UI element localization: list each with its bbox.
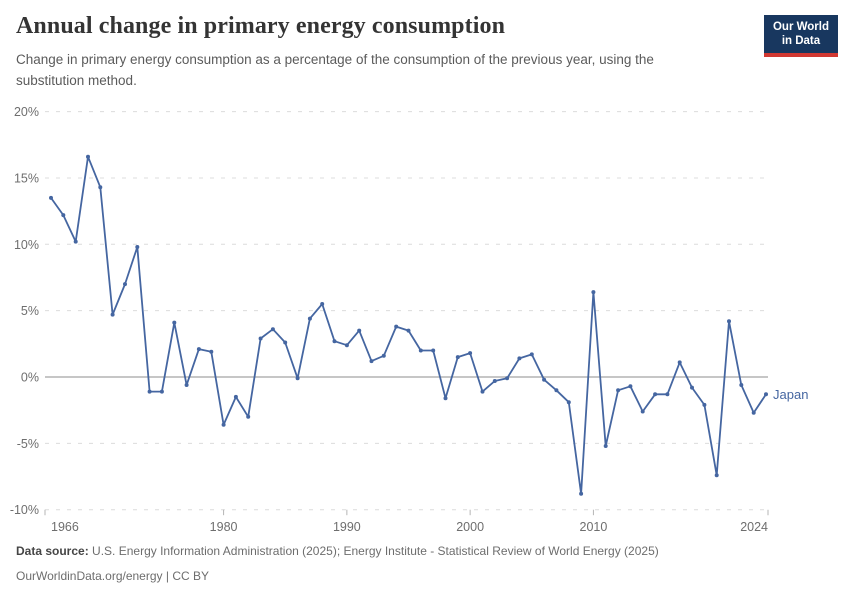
data-point-1986[interactable]	[295, 376, 300, 381]
data-point-1996[interactable]	[418, 348, 423, 353]
data-point-2019[interactable]	[702, 402, 707, 407]
data-point-1997[interactable]	[431, 348, 436, 353]
data-point-1994[interactable]	[394, 324, 399, 329]
data-point-2009[interactable]	[579, 491, 584, 496]
y-axis-tick-label: -10%	[10, 503, 39, 517]
data-point-1999[interactable]	[455, 355, 460, 360]
y-axis-tick-label: 15%	[14, 171, 39, 185]
owid-logo-line2: in Data	[781, 35, 821, 48]
data-point-2023[interactable]	[751, 410, 756, 415]
data-point-2024[interactable]	[764, 392, 768, 397]
chart-subtitle-line1: Change in primary energy consumption as …	[16, 52, 654, 67]
data-point-1972[interactable]	[123, 282, 127, 287]
data-point-2001[interactable]	[480, 389, 485, 394]
data-source-text: U.S. Energy Information Administration (…	[92, 544, 659, 558]
data-source-label: Data source:	[16, 544, 89, 558]
y-axis-tick-label: 10%	[14, 238, 39, 252]
x-axis-tick-label: 1980	[210, 520, 238, 534]
data-point-2000[interactable]	[468, 351, 473, 356]
y-axis-tick-label: 20%	[14, 105, 39, 119]
entity-label-japan[interactable]: Japan	[773, 387, 808, 402]
data-point-1968[interactable]	[73, 239, 78, 244]
data-point-1981[interactable]	[233, 394, 238, 399]
y-axis-tick-label: 5%	[21, 304, 39, 318]
data-point-2014[interactable]	[640, 409, 645, 414]
data-point-1998[interactable]	[443, 396, 448, 401]
data-point-1987[interactable]	[307, 316, 312, 321]
y-axis-tick-label: -5%	[17, 437, 39, 451]
x-axis-tick-label: 2024	[740, 520, 768, 534]
x-axis-tick-label: 2010	[580, 520, 608, 534]
data-point-1990[interactable]	[344, 343, 349, 348]
y-axis-tick-label: 0%	[21, 371, 39, 385]
data-point-1982[interactable]	[246, 414, 251, 419]
data-point-2022[interactable]	[739, 383, 744, 387]
page-title: Annual change in primary energy consumpt…	[16, 13, 506, 39]
data-point-1974[interactable]	[147, 389, 152, 394]
chart-subtitle: Change in primary energy consumption as …	[16, 49, 654, 91]
data-point-1980[interactable]	[221, 422, 226, 427]
data-point-2007[interactable]	[554, 388, 559, 393]
data-point-1984[interactable]	[270, 327, 275, 332]
owid-logo[interactable]: Our World in Data	[763, 15, 838, 57]
data-point-1967[interactable]	[61, 213, 66, 218]
footer-url-link[interactable]: OurWorldinData.org/energy	[16, 568, 163, 583]
data-point-1977[interactable]	[184, 383, 189, 387]
data-point-2013[interactable]	[628, 384, 633, 389]
data-source-line: Data source: U.S. Energy Information Adm…	[16, 544, 659, 560]
data-point-2005[interactable]	[529, 352, 534, 357]
chart-footer: Data source: U.S. Energy Information Adm…	[16, 544, 659, 593]
data-point-1988[interactable]	[320, 302, 325, 306]
x-axis-tick-label: 1966	[51, 520, 79, 534]
chart-subtitle-line2: substitution method.	[16, 73, 137, 88]
data-point-1983[interactable]	[258, 336, 263, 341]
footer-license-link[interactable]: CC BY	[172, 568, 209, 583]
data-point-1966[interactable]	[49, 195, 53, 200]
data-point-2016[interactable]	[665, 392, 670, 397]
data-point-1971[interactable]	[110, 312, 115, 317]
data-point-2012[interactable]	[616, 388, 621, 393]
owid-logo-line1: Our World	[772, 21, 829, 33]
x-axis-tick-label: 2000	[456, 520, 484, 534]
data-point-1975[interactable]	[159, 389, 164, 394]
data-point-2006[interactable]	[542, 377, 547, 382]
data-point-1978[interactable]	[196, 347, 201, 352]
data-point-1992[interactable]	[369, 359, 374, 364]
data-point-1979[interactable]	[209, 349, 214, 354]
data-point-2018[interactable]	[690, 385, 694, 390]
data-point-1969[interactable]	[86, 154, 90, 159]
data-point-1985[interactable]	[283, 340, 288, 345]
data-point-1976[interactable]	[172, 320, 177, 325]
data-point-1973[interactable]	[135, 245, 140, 249]
x-axis-tick-label: 1990	[333, 520, 361, 534]
data-point-1995[interactable]	[406, 328, 411, 333]
data-point-2017[interactable]	[677, 360, 682, 365]
data-point-2002[interactable]	[492, 379, 497, 383]
data-point-2020[interactable]	[714, 473, 719, 478]
data-point-2011[interactable]	[603, 444, 608, 448]
data-point-2008[interactable]	[566, 400, 571, 405]
data-point-1993[interactable]	[381, 353, 386, 358]
data-point-1970[interactable]	[98, 185, 103, 190]
data-point-2003[interactable]	[505, 376, 510, 381]
data-point-1991[interactable]	[357, 328, 362, 333]
footer-separator: |	[162, 568, 173, 583]
data-point-2021[interactable]	[727, 319, 731, 324]
data-point-2015[interactable]	[653, 392, 658, 397]
data-point-2010[interactable]	[591, 290, 596, 295]
license-line: OurWorldinData.org/energy | CC BY	[16, 569, 659, 585]
data-point-2004[interactable]	[517, 356, 522, 361]
data-point-1989[interactable]	[332, 339, 337, 344]
